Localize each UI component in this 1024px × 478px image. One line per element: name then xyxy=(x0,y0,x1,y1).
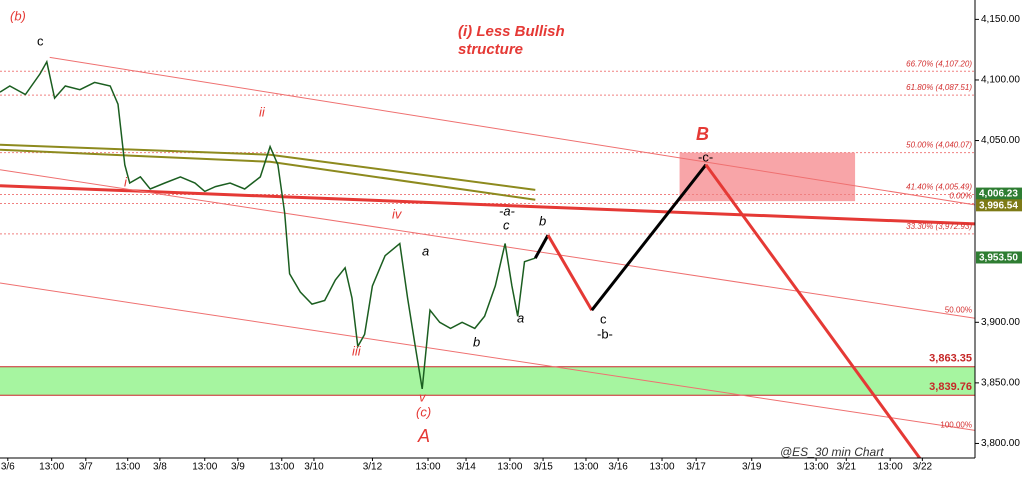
trend-line xyxy=(0,184,975,226)
price-line xyxy=(0,59,536,390)
x-tick-label: 3/22 xyxy=(913,462,933,473)
fib-label: 33.30% (3,972.93) xyxy=(906,222,972,231)
trend-line xyxy=(49,56,975,206)
price-tag xyxy=(976,187,1022,200)
wave-label: b xyxy=(539,213,546,228)
x-tick-label: 13:00 xyxy=(416,462,441,473)
wave-label: i xyxy=(124,174,128,189)
chart-title: (i) Less Bullish xyxy=(458,23,565,40)
x-tick-label: 13:00 xyxy=(269,462,294,473)
wave-label: -a- xyxy=(499,203,516,218)
price-tag-label: 3,953.50 xyxy=(979,253,1018,264)
wave-label: ii xyxy=(259,104,266,119)
x-tick-label: 13:00 xyxy=(39,462,64,473)
wave-label: B xyxy=(696,124,709,144)
x-tick-label: 13:00 xyxy=(192,462,217,473)
wave-label: v xyxy=(419,389,427,404)
x-tick-label: 3/16 xyxy=(608,462,628,473)
support-zone xyxy=(0,366,975,396)
x-tick-label: 13:00 xyxy=(650,462,675,473)
x-tick-label: 3/9 xyxy=(231,462,245,473)
x-tick-label: 3/12 xyxy=(363,462,383,473)
fib-label: 0.00% xyxy=(949,192,972,201)
wave-label: c xyxy=(37,33,44,48)
plot-area xyxy=(0,56,975,458)
y-tick-label: 4,150.00 xyxy=(981,14,1020,25)
y-tick-label: 4,050.00 xyxy=(981,135,1020,146)
x-tick-label: 13:00 xyxy=(115,462,140,473)
x-tick-label: 3/7 xyxy=(79,462,93,473)
fib-label: 61.80% (4,087.51) xyxy=(906,83,972,92)
target-box xyxy=(679,152,856,202)
channel-label: 100.00% xyxy=(940,420,972,429)
moving-average xyxy=(0,143,536,191)
zone-label: 3,839.76 xyxy=(929,381,972,393)
wave-label: a xyxy=(517,310,524,325)
y-tick-label: 3,900.00 xyxy=(981,317,1020,328)
wave-label: iii xyxy=(352,343,362,358)
x-tick-label: 3/21 xyxy=(837,462,857,473)
channel-label: 50.00% xyxy=(945,305,972,314)
wave-label: c xyxy=(600,311,607,326)
projection xyxy=(546,234,594,311)
projection xyxy=(704,163,922,458)
x-tick-label: 3/19 xyxy=(742,462,762,473)
x-tick-label: 13:00 xyxy=(804,462,829,473)
footer: @ES_30 min Chart xyxy=(780,445,884,459)
projection xyxy=(590,163,708,312)
fib-label: 66.70% (4,107.20) xyxy=(906,59,972,68)
price-tag xyxy=(976,251,1022,264)
fib-label: 50.00% (4,040.07) xyxy=(906,141,972,150)
wave-label: (b) xyxy=(10,8,26,23)
wave-label: b xyxy=(473,334,480,349)
wave-label: -b- xyxy=(597,326,613,341)
price-tag-label: 4,006.23 xyxy=(979,189,1018,200)
wave-label: A xyxy=(417,426,430,446)
zone-label: 3,863.35 xyxy=(929,353,972,365)
y-tick-label: 3,800.00 xyxy=(981,438,1020,449)
x-tick-label: 3/10 xyxy=(304,462,324,473)
x-tick-label: 13:00 xyxy=(497,462,522,473)
price-tag-label: 3,996.54 xyxy=(979,200,1018,211)
x-tick-label: 3/6 xyxy=(1,462,15,473)
wave-label: c xyxy=(503,217,510,232)
chart-title: structure xyxy=(458,41,523,58)
x-tick-label: 3/15 xyxy=(533,462,553,473)
price-tag xyxy=(976,199,1022,212)
y-tick-label: 4,100.00 xyxy=(981,75,1020,86)
fib-label: 41.40% (4,005.49) xyxy=(906,183,972,192)
trend-line xyxy=(0,282,975,431)
y-tick-label: 3,850.00 xyxy=(981,378,1020,389)
trend-line xyxy=(0,169,975,319)
x-tick-label: 3/14 xyxy=(456,462,476,473)
moving-average xyxy=(0,148,536,201)
wave-label: -c- xyxy=(698,149,713,164)
x-tick-label: 13:00 xyxy=(878,462,903,473)
x-tick-label: 13:00 xyxy=(573,462,598,473)
x-tick-label: 3/8 xyxy=(153,462,167,473)
projection xyxy=(533,234,550,259)
wave-label: (c) xyxy=(416,404,431,419)
x-tick-label: 3/17 xyxy=(686,462,706,473)
wave-label: iv xyxy=(392,206,403,221)
wave-labels: (b) c ii i iv iii v (c) A a b -a- c b a … xyxy=(10,8,713,445)
wave-label: a xyxy=(422,243,429,258)
